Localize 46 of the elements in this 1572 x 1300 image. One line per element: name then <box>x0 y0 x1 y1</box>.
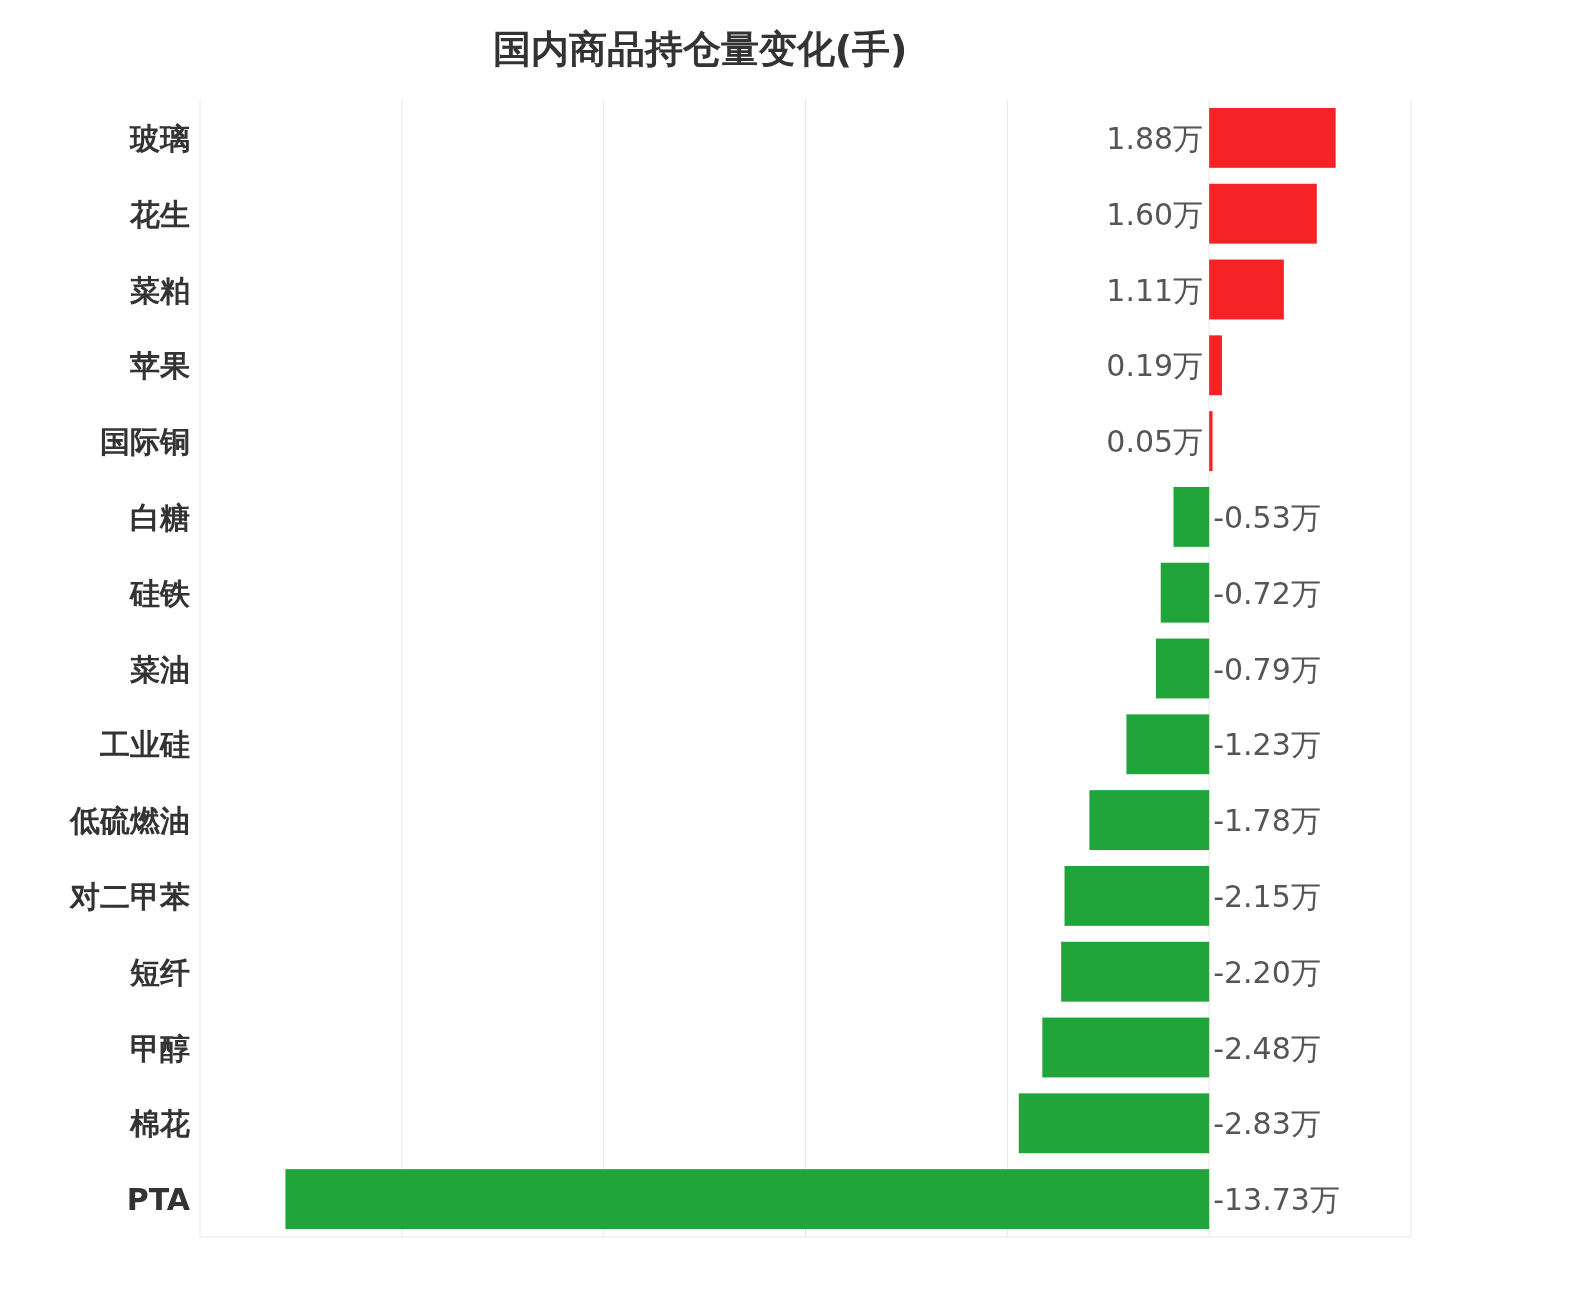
y-tick-label: 甲醇 <box>130 1030 190 1066</box>
y-tick-label: 菜油 <box>129 651 190 687</box>
bar <box>1089 790 1210 851</box>
data-label: 1.11万 <box>1106 272 1204 308</box>
data-label: -2.83万 <box>1213 1106 1321 1142</box>
data-label: 0.05万 <box>1106 424 1204 460</box>
bar <box>1173 486 1210 547</box>
bar <box>1061 941 1210 1002</box>
bar <box>1209 183 1317 244</box>
y-tick-label: 短纤 <box>129 954 190 990</box>
bar <box>1064 865 1210 926</box>
bar <box>1042 1017 1210 1078</box>
y-tick-label: 苹果 <box>129 348 190 384</box>
y-tick-label: 棉花 <box>129 1106 190 1142</box>
y-tick-label: 国际铜 <box>100 424 190 460</box>
data-label: -0.53万 <box>1213 499 1321 535</box>
y-tick-label: 低硫燃油 <box>69 803 190 839</box>
data-label: -2.15万 <box>1213 878 1321 914</box>
bar <box>1160 562 1210 623</box>
bar <box>1018 1093 1210 1154</box>
bar <box>1126 714 1210 775</box>
data-label: -0.79万 <box>1213 651 1321 687</box>
bar <box>1209 335 1222 396</box>
data-label: -2.20万 <box>1213 954 1321 990</box>
y-tick-label: 对二甲苯 <box>69 878 190 914</box>
bar <box>1209 411 1213 472</box>
bar <box>1156 638 1210 699</box>
data-label: 0.19万 <box>1106 348 1204 384</box>
data-label: -13.73万 <box>1213 1182 1340 1218</box>
y-tick-label: 白糖 <box>130 499 190 535</box>
bar <box>285 1169 1210 1230</box>
data-label: -2.48万 <box>1213 1030 1321 1066</box>
bar <box>1209 259 1284 320</box>
data-label: 1.88万 <box>1106 120 1204 156</box>
y-tick-label: 工业硅 <box>99 727 190 763</box>
data-label: 1.60万 <box>1106 196 1204 232</box>
y-tick-label: 菜粕 <box>129 272 190 308</box>
y-tick-label: PTA <box>126 1182 191 1218</box>
y-tick-label: 硅铁 <box>129 575 190 611</box>
data-label: -1.78万 <box>1213 803 1321 839</box>
bar <box>1209 107 1336 168</box>
y-tick-label: 玻璃 <box>129 120 190 156</box>
data-label: -1.23万 <box>1213 727 1321 763</box>
y-tick-label: 花生 <box>129 196 190 232</box>
data-label: -0.72万 <box>1213 575 1321 611</box>
chart-title: 国内商品持仓量变化(手) <box>492 27 908 71</box>
